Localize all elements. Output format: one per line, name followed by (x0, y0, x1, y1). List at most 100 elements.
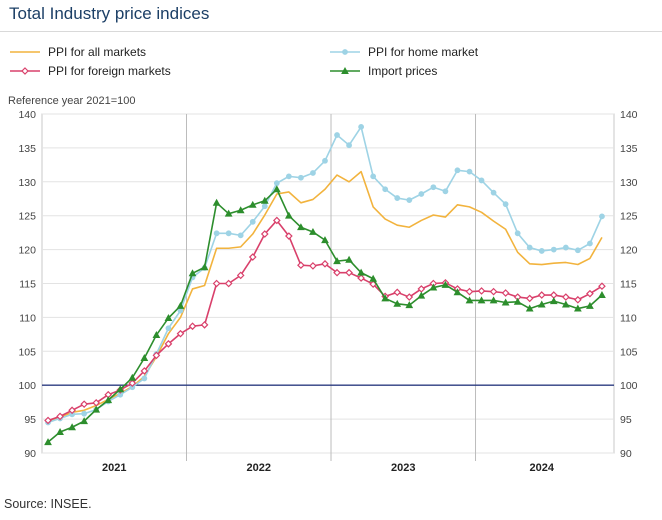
x-tick-label-2024: 2024 (530, 462, 555, 474)
y-tick-label-right: 135 (620, 143, 638, 155)
data-point (248, 253, 257, 261)
data-point (549, 297, 558, 305)
data-point (297, 261, 305, 270)
data-point (562, 244, 569, 251)
series-line (47, 188, 603, 443)
data-point (92, 405, 101, 413)
y-tick-label-left: 105 (18, 346, 36, 358)
y-tick-label-right: 110 (620, 312, 637, 324)
y-tick-label-right: 115 (620, 279, 637, 291)
data-point (513, 297, 522, 305)
data-point (249, 218, 256, 225)
data-point (333, 268, 341, 277)
data-point (406, 197, 413, 204)
chart-title: Total Industry price indices (9, 4, 210, 23)
data-point (224, 279, 233, 288)
data-point (561, 293, 570, 301)
data-point (573, 304, 582, 312)
data-point (453, 288, 462, 296)
data-point (393, 288, 402, 297)
data-point (357, 268, 365, 276)
y-tick-label-left: 120 (18, 245, 36, 257)
legend-item-1: PPI for home market (330, 45, 479, 59)
legend-item-2: PPI for foreign markets (10, 64, 171, 78)
legend-label: PPI for home market (368, 45, 479, 59)
data-point (405, 301, 414, 309)
legend-item-0: PPI for all markets (10, 45, 146, 59)
series-line (47, 170, 603, 422)
data-point (80, 400, 88, 409)
data-point (561, 300, 570, 308)
data-point (309, 262, 317, 270)
data-point (430, 184, 437, 191)
data-point (285, 232, 293, 240)
data-point (128, 373, 137, 381)
data-point (598, 291, 606, 298)
data-point (334, 132, 340, 138)
data-point (586, 301, 594, 309)
data-point (598, 282, 606, 291)
data-point (176, 329, 185, 338)
legend-item-3: Import prices (330, 64, 437, 78)
data-point (369, 274, 378, 282)
y-tick-label-right: 140 (620, 109, 638, 121)
data-point (342, 49, 348, 55)
data-point (489, 296, 498, 304)
data-point (248, 200, 257, 208)
data-point (44, 438, 52, 446)
data-point (465, 296, 474, 304)
data-point (441, 280, 450, 288)
data-point (176, 301, 185, 309)
data-point (164, 314, 173, 322)
y-tick-label-left: 100 (18, 380, 36, 392)
data-point (550, 246, 557, 253)
data-point (236, 271, 245, 280)
data-point (321, 236, 329, 244)
data-point (465, 287, 474, 296)
data-point (237, 232, 244, 239)
data-point (525, 294, 534, 303)
data-point (466, 168, 473, 175)
data-point (164, 339, 173, 348)
y-tick-label-right: 95 (620, 414, 632, 426)
data-point (272, 216, 281, 225)
data-point (140, 367, 149, 375)
x-tick-label-2023: 2023 (391, 462, 415, 474)
series-0 (47, 170, 603, 422)
data-point (152, 351, 161, 360)
y-tick-label-right: 130 (620, 177, 638, 189)
data-point (128, 379, 137, 388)
data-point (200, 321, 209, 329)
data-point (116, 385, 125, 393)
data-point (56, 427, 64, 435)
data-point (394, 195, 401, 201)
y-tick-label-left: 135 (18, 143, 36, 155)
data-point (454, 167, 461, 174)
data-point (478, 177, 485, 184)
data-point (80, 417, 89, 425)
legend-label: PPI for foreign markets (48, 64, 171, 78)
y-tick-label-left: 130 (18, 177, 36, 189)
data-point (21, 67, 29, 75)
data-point (321, 259, 329, 268)
data-point (298, 174, 304, 181)
data-point (236, 206, 245, 214)
data-point (224, 209, 233, 217)
data-point (309, 227, 317, 235)
data-point (501, 289, 510, 297)
data-point (44, 416, 52, 425)
data-point (489, 287, 498, 296)
x-tick-label-2021: 2021 (102, 462, 126, 474)
data-point (272, 185, 281, 193)
data-point (490, 189, 497, 196)
x-tick-label-2022: 2022 (247, 462, 271, 474)
data-point (587, 240, 593, 247)
data-point (358, 123, 365, 130)
data-point (165, 325, 172, 332)
data-point (393, 299, 402, 307)
y-tick-label-right: 105 (620, 346, 638, 358)
data-point (429, 283, 438, 291)
series-line (47, 219, 603, 422)
data-point (357, 274, 365, 282)
